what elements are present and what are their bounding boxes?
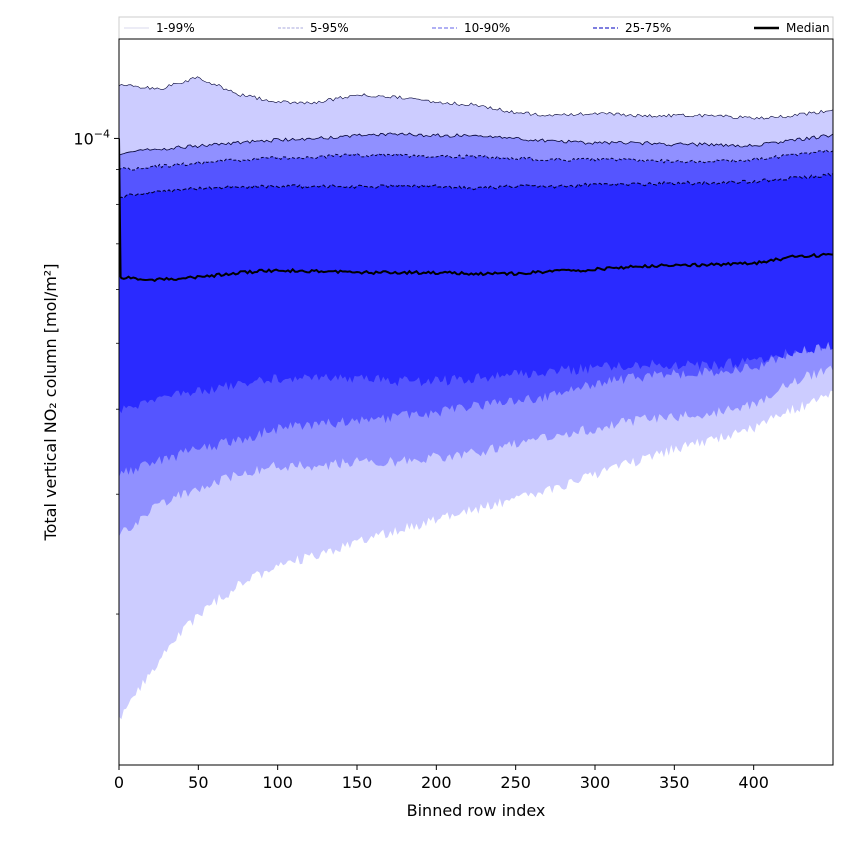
axes-frame bbox=[118, 38, 834, 766]
lines-layer bbox=[119, 76, 833, 283]
x-tick-label: 400 bbox=[738, 773, 769, 792]
x-tick-label: 200 bbox=[421, 773, 452, 792]
y-axis-label: Total vertical NO₂ column [mol/m²] bbox=[41, 264, 60, 542]
bands-layer bbox=[119, 76, 833, 720]
upper-line-10-90% bbox=[119, 149, 833, 171]
upper-line-25-75% bbox=[119, 172, 833, 199]
legend-label-1-99: 1-99% bbox=[156, 21, 195, 35]
x-tick-label: 150 bbox=[342, 773, 373, 792]
x-tick-label: 50 bbox=[188, 773, 208, 792]
y-tick-label: 10−4 bbox=[73, 127, 110, 148]
median-line bbox=[119, 138, 833, 283]
legend-label-10-90: 10-90% bbox=[464, 21, 510, 35]
band-25-75% bbox=[119, 173, 833, 414]
legend-label-5-95: 5-95% bbox=[310, 21, 349, 35]
x-tick-label: 100 bbox=[262, 773, 293, 792]
x-tick-label: 0 bbox=[114, 773, 124, 792]
x-tick-label: 350 bbox=[659, 773, 690, 792]
legend-label-25-75: 25-75% bbox=[625, 21, 671, 35]
legend: 1-99% 5-95% 10-90% 25-75% Median bbox=[118, 16, 834, 40]
legend-label-median: Median bbox=[786, 21, 830, 35]
x-axis: 0 50 100 150 200 250 300 350 400 bbox=[114, 765, 769, 792]
x-axis-label: Binned row index bbox=[407, 801, 546, 820]
x-tick-label: 300 bbox=[580, 773, 611, 792]
x-tick-label: 250 bbox=[500, 773, 531, 792]
plot-area bbox=[119, 76, 833, 720]
y-axis: 10−4 bbox=[73, 127, 119, 615]
upper-line-1-99% bbox=[119, 76, 833, 120]
upper-line-5-95% bbox=[119, 132, 833, 156]
